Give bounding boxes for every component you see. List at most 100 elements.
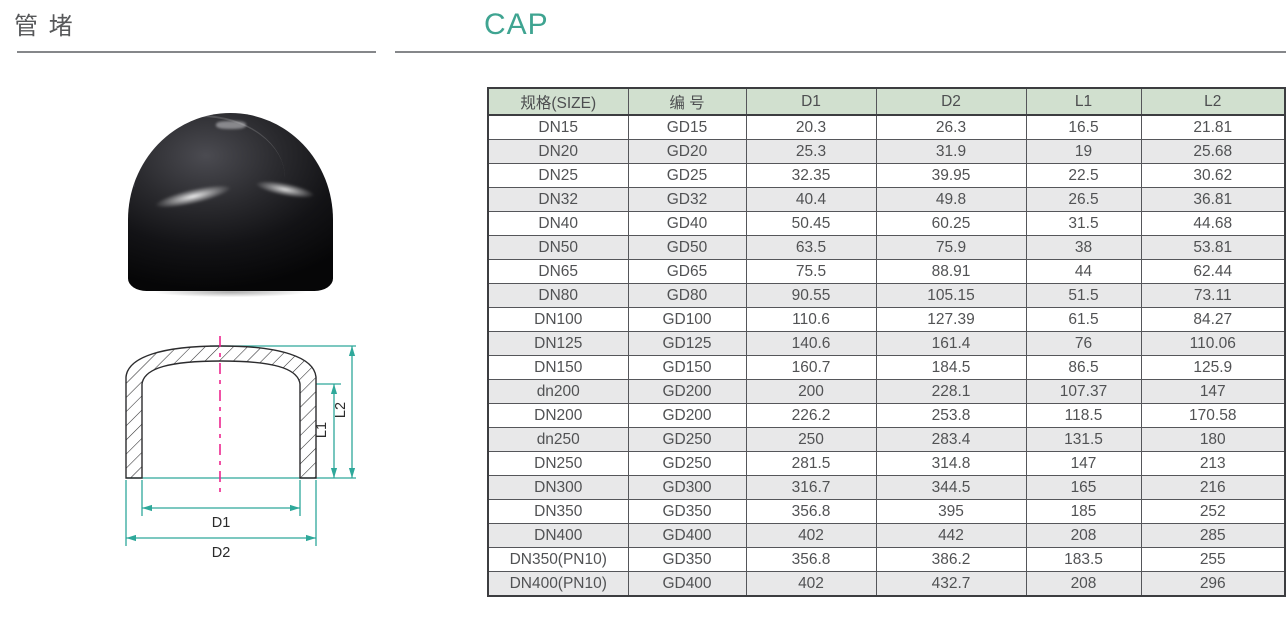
table-row: DN80 GD80 90.55 105.15 51.5 73.11 xyxy=(487,283,1286,308)
table-cell: 402 xyxy=(745,523,877,548)
table-cell: GD125 xyxy=(627,331,747,356)
table-cell: 31.9 xyxy=(875,139,1027,164)
col-header-code: 编 号 xyxy=(627,87,747,116)
dim-label-l1: L1 xyxy=(314,422,330,438)
spec-table: 规格(SIZE) 编 号 D1 D2 L1 L2 DN15 GD15 20.3 26.… xyxy=(487,87,1286,597)
dim-label-d1: D1 xyxy=(212,515,231,531)
table-cell: GD15 xyxy=(627,114,747,140)
table-cell: DN125 xyxy=(487,331,629,356)
table-cell: DN150 xyxy=(487,355,629,380)
table-row: DN400(PN10) GD400 402 432.7 208 296 xyxy=(487,571,1286,597)
table-cell: 252 xyxy=(1140,499,1286,524)
table-cell: 125.9 xyxy=(1140,355,1286,380)
table-cell: DN350 xyxy=(487,499,629,524)
table-cell: 75.9 xyxy=(875,235,1027,260)
table-cell: GD150 xyxy=(627,355,747,380)
page-title-en: CAP xyxy=(484,8,549,41)
table-cell: 31.5 xyxy=(1025,211,1142,236)
table-cell: GD80 xyxy=(627,283,747,308)
table-cell: 63.5 xyxy=(745,235,877,260)
table-cell: 76 xyxy=(1025,331,1142,356)
table-cell: GD250 xyxy=(627,427,747,452)
table-cell: 38 xyxy=(1025,235,1142,260)
title-divider-right xyxy=(395,51,1286,53)
cap-highlight-right xyxy=(254,177,316,202)
table-row: DN15 GD15 20.3 26.3 16.5 21.81 xyxy=(487,114,1286,140)
table-row: DN65 GD65 75.5 88.91 44 62.44 xyxy=(487,259,1286,284)
table-cell: 165 xyxy=(1025,475,1142,500)
table-cell: 442 xyxy=(875,523,1027,548)
table-cell: 60.25 xyxy=(875,211,1027,236)
table-cell: GD350 xyxy=(627,499,747,524)
table-cell: 86.5 xyxy=(1025,355,1142,380)
table-cell: DN50 xyxy=(487,235,629,260)
table-cell: 107.37 xyxy=(1025,379,1142,404)
title-divider-left xyxy=(17,51,376,53)
table-cell: 131.5 xyxy=(1025,427,1142,452)
table-cell: 402 xyxy=(745,571,877,597)
table-cell: DN300 xyxy=(487,475,629,500)
table-cell: 44.68 xyxy=(1140,211,1286,236)
table-cell: DN400 xyxy=(487,523,629,548)
table-cell: 25.3 xyxy=(745,139,877,164)
table-cell: 314.8 xyxy=(875,451,1027,476)
table-cell: 140.6 xyxy=(745,331,877,356)
table-row: DN150 GD150 160.7 184.5 86.5 125.9 xyxy=(487,355,1286,380)
table-cell: 84.27 xyxy=(1140,307,1286,332)
table-cell: GD100 xyxy=(627,307,747,332)
table-row: dn250 GD250 250 283.4 131.5 180 xyxy=(487,427,1286,452)
table-cell: 118.5 xyxy=(1025,403,1142,428)
table-row: DN100 GD100 110.6 127.39 61.5 84.27 xyxy=(487,307,1286,332)
table-cell: 20.3 xyxy=(745,114,877,140)
table-cell: 39.95 xyxy=(875,163,1027,188)
table-cell: 16.5 xyxy=(1025,114,1142,140)
table-cell: DN25 xyxy=(487,163,629,188)
dimension-reference-lines xyxy=(125,345,356,546)
dimension-lines xyxy=(126,346,356,542)
table-cell: GD400 xyxy=(627,523,747,548)
table-cell: 285 xyxy=(1140,523,1286,548)
table-cell: 344.5 xyxy=(875,475,1027,500)
table-cell: DN40 xyxy=(487,211,629,236)
table-cell: GD400 xyxy=(627,571,747,597)
col-header-size: 规格(SIZE) xyxy=(487,87,629,116)
table-cell: GD20 xyxy=(627,139,747,164)
table-cell: 296 xyxy=(1140,571,1286,597)
table-row: DN20 GD20 25.3 31.9 19 25.68 xyxy=(487,139,1286,164)
table-cell: 26.3 xyxy=(875,114,1027,140)
table-cell: 127.39 xyxy=(875,307,1027,332)
table-cell: 170.58 xyxy=(1140,403,1286,428)
table-cell: GD65 xyxy=(627,259,747,284)
col-header-d2: D2 xyxy=(875,87,1027,116)
table-cell: 183.5 xyxy=(1025,547,1142,572)
table-cell: 32.35 xyxy=(745,163,877,188)
table-cell: DN20 xyxy=(487,139,629,164)
table-cell: 36.81 xyxy=(1140,187,1286,212)
table-cell: 21.81 xyxy=(1140,114,1286,140)
table-cell: GD200 xyxy=(627,379,747,404)
table-cell: 53.81 xyxy=(1140,235,1286,260)
table-cell: 110.06 xyxy=(1140,331,1286,356)
table-cell: 26.5 xyxy=(1025,187,1142,212)
table-cell: GD250 xyxy=(627,451,747,476)
table-cell: 90.55 xyxy=(745,283,877,308)
table-cell: DN250 xyxy=(487,451,629,476)
table-cell: DN32 xyxy=(487,187,629,212)
table-row: DN350(PN10) GD350 356.8 386.2 183.5 255 xyxy=(487,547,1286,572)
table-cell: 185 xyxy=(1025,499,1142,524)
table-cell: 147 xyxy=(1025,451,1142,476)
table-cell: GD350 xyxy=(627,547,747,572)
col-header-d1: D1 xyxy=(745,87,877,116)
table-cell: dn200 xyxy=(487,379,629,404)
table-cell: 316.7 xyxy=(745,475,877,500)
table-cell: 255 xyxy=(1140,547,1286,572)
table-cell: 184.5 xyxy=(875,355,1027,380)
table-cell: 49.8 xyxy=(875,187,1027,212)
table-cell: 22.5 xyxy=(1025,163,1142,188)
table-cell: GD300 xyxy=(627,475,747,500)
table-row: DN125 GD125 140.6 161.4 76 110.06 xyxy=(487,331,1286,356)
table-cell: GD200 xyxy=(627,403,747,428)
table-cell: 395 xyxy=(875,499,1027,524)
table-cell: DN80 xyxy=(487,283,629,308)
cap-section-outline xyxy=(125,345,317,479)
